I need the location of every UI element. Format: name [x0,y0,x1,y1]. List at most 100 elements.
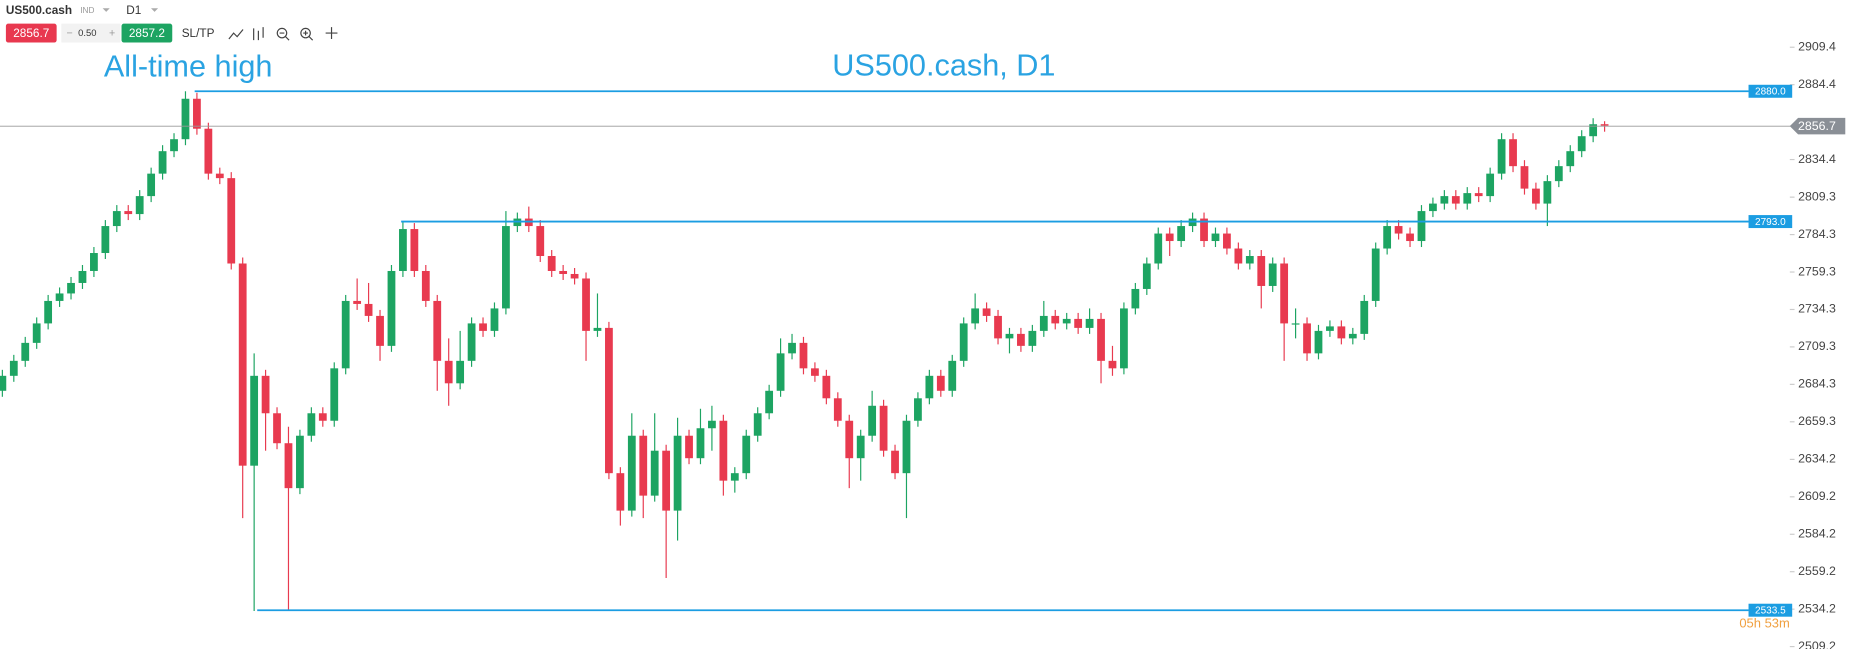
level-label: 2533.5 [1755,605,1786,616]
candle-body [158,151,167,174]
candle-body [1440,196,1449,204]
candle-body [730,473,739,481]
candle-body [421,270,430,301]
candle-body [627,435,636,511]
candle-body [1120,308,1128,369]
candle-body [1074,318,1083,328]
candle-body [891,450,899,474]
sltp-button[interactable]: SL/TP [182,27,215,40]
candle-body [32,323,41,343]
candle-body [364,303,373,316]
y-tick-label: 2709.3 [1798,339,1836,353]
candle-body [1268,263,1277,286]
candle-body [582,278,590,331]
level-label: 2880.0 [1755,86,1786,97]
candle-body [1348,333,1357,339]
candle-body [616,473,625,511]
sell-button[interactable] [5,23,57,43]
candle-body [101,226,110,254]
candle-body [1017,333,1025,346]
candle-body [55,293,64,301]
chart-title: US500.cash, D1 [832,48,1055,82]
candle-body [135,196,144,215]
candle-body [605,327,613,474]
candle-body [1303,323,1311,354]
candle-body [822,375,831,399]
candle-body [250,375,259,466]
candle-icon[interactable] [253,27,264,41]
candle-body [971,308,980,324]
candle-body [215,173,224,179]
candle-body [467,323,476,361]
minus[interactable]: − [67,27,73,39]
candle-body [112,211,121,227]
candle-body [1234,248,1243,264]
candle-body [273,413,281,444]
zoom-in-icon[interactable] [300,27,311,39]
candle-body [925,375,934,399]
candle-body [685,435,693,459]
candle-body [1394,226,1403,234]
candle-body [479,323,487,331]
level-tag [1748,84,1793,98]
candle-body [719,420,728,481]
plus[interactable]: + [109,27,115,39]
y-tick-label: 2534.2 [1798,601,1836,615]
candle-body [1589,124,1598,137]
y-tick-label: 2734.3 [1798,302,1836,316]
candle-body [1154,233,1163,264]
candle-body [170,139,178,152]
candle-body [1474,193,1483,197]
candle-body [1142,263,1151,289]
y-tick-label: 2784.3 [1798,227,1836,241]
candle-body [502,226,510,309]
timer: 05h 53m [1739,616,1789,631]
timeframe[interactable]: D1 [126,4,141,17]
candle-body [433,300,442,361]
candle-body [1097,318,1105,361]
candle-body [559,270,568,274]
current-price-tag [1789,117,1846,135]
ask-price[interactable]: 2857.2 [129,27,165,40]
candle-body [650,450,659,496]
candle-body [1245,256,1254,264]
spread: 0.50 [78,27,96,38]
y-tick-label: 2809.3 [1798,189,1836,203]
dropdown-icon[interactable] [151,8,159,12]
zoom-out-icon[interactable] [276,27,288,39]
candle-body [1486,173,1495,197]
buy-button[interactable] [121,23,173,43]
candle-body [1223,233,1231,249]
candle-body [1280,263,1289,324]
candle-body [788,342,796,354]
candle-body [1509,139,1517,167]
candle-body [1406,233,1414,242]
candle-body [1520,166,1529,189]
candle-body [330,368,339,421]
bid-price[interactable]: 2856.7 [13,27,49,40]
candle-body [193,98,201,129]
candle-body [181,98,190,140]
candle-body [1200,218,1208,242]
crosshair-icon[interactable] [325,27,338,39]
candle-body [456,360,465,384]
dropdown-icon[interactable] [102,8,110,12]
candle-body [708,420,716,429]
volume-box[interactable] [61,23,121,43]
candle-body [238,263,247,466]
candle-body [124,211,133,215]
candle-body [879,405,888,451]
candle-body [1383,226,1392,249]
line-chart-icon[interactable] [228,29,244,40]
candle-body [1600,124,1609,126]
candle-body [1028,330,1037,346]
candle-body [387,270,396,346]
candle-body [227,178,236,264]
candle-body [1314,330,1323,354]
candle-body [341,300,350,369]
level-tag [1748,215,1793,229]
candle-body [936,375,945,391]
candle-body [765,390,774,414]
symbol[interactable]: US500.cash [6,4,72,17]
